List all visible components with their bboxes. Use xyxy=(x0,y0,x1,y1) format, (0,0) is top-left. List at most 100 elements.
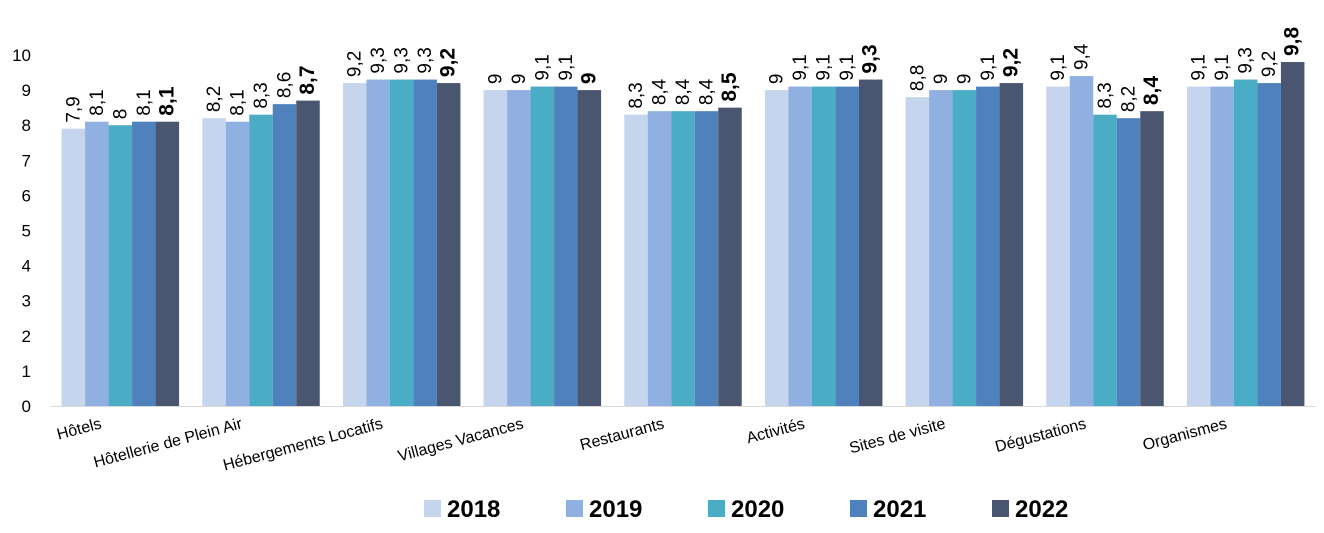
data-label: 9,1 xyxy=(1048,54,1069,80)
x-tick-label: Organismes xyxy=(1141,415,1229,454)
data-label: 9 xyxy=(509,74,530,85)
data-label: 8,3 xyxy=(1095,82,1116,108)
bar xyxy=(718,107,742,407)
legend-swatch xyxy=(566,500,583,517)
data-label: 9 xyxy=(954,74,975,85)
data-label: 9,3 xyxy=(392,47,413,73)
legend-label: 2020 xyxy=(731,496,784,523)
data-label: 8,4 xyxy=(1140,76,1163,106)
data-label: 9,1 xyxy=(837,54,858,80)
bar xyxy=(85,121,109,406)
legend-label: 2021 xyxy=(873,496,926,523)
y-axis: 0 1 2 3 4 5 6 7 8 9 10 xyxy=(12,46,31,416)
bar xyxy=(671,111,695,406)
data-label: 8,8 xyxy=(907,65,928,91)
bar xyxy=(577,90,602,406)
y-tick-label: 4 xyxy=(22,257,31,276)
bar xyxy=(225,121,250,406)
bar xyxy=(296,100,320,406)
bar xyxy=(202,118,226,407)
bar xyxy=(1093,114,1117,407)
bar xyxy=(554,86,578,406)
legend-item: 2020 xyxy=(708,496,784,523)
data-label: 8,1 xyxy=(228,89,249,115)
data-label: 8,4 xyxy=(650,78,671,105)
y-tick-label: 5 xyxy=(22,222,31,241)
legend-swatch xyxy=(992,500,1009,517)
bar xyxy=(366,79,390,406)
bar xyxy=(108,125,133,406)
bar xyxy=(155,121,180,406)
x-tick-label: Hébergements Locatifs xyxy=(221,415,384,474)
legend-item: 2021 xyxy=(850,496,926,523)
y-tick-label: 6 xyxy=(22,186,31,205)
bar xyxy=(1210,86,1234,406)
bar xyxy=(624,114,648,407)
bar xyxy=(530,86,555,406)
data-label: 9,1 xyxy=(1189,54,1210,80)
data-label: 9,3 xyxy=(415,47,436,73)
data-label: 9,3 xyxy=(1236,47,1257,73)
y-tick-label: 9 xyxy=(22,81,31,100)
data-label: 8,6 xyxy=(275,72,296,98)
data-label: 8,4 xyxy=(697,78,718,105)
data-label: 9,1 xyxy=(790,54,811,80)
data-label: 9 xyxy=(485,74,506,85)
bar xyxy=(342,83,367,406)
y-tick-label: 2 xyxy=(22,327,31,346)
bars xyxy=(61,62,1305,407)
data-label: 9,8 xyxy=(1281,27,1304,57)
x-tick-label: Dégustations xyxy=(993,415,1088,456)
legend: 2018 2019 2020 2021 2022 xyxy=(424,496,1068,523)
legend-item: 2019 xyxy=(566,496,642,523)
bar xyxy=(647,111,672,406)
data-label: 8,2 xyxy=(1119,86,1140,112)
data-label: 9,1 xyxy=(978,54,999,80)
legend-item: 2018 xyxy=(424,496,500,523)
legend-item: 2022 xyxy=(992,496,1068,523)
data-label: 8,3 xyxy=(626,82,647,108)
data-label: 8,7 xyxy=(296,65,319,94)
bar xyxy=(905,97,930,407)
data-label: 9,1 xyxy=(556,54,577,80)
x-tick-label: Villages Vacances xyxy=(396,415,525,465)
bar xyxy=(413,79,437,406)
bar xyxy=(999,83,1024,406)
bar xyxy=(788,86,812,406)
data-label: 9 xyxy=(767,74,788,85)
bar xyxy=(61,128,86,406)
x-tick-label: Sites de visite xyxy=(848,415,948,457)
data-label: 8,2 xyxy=(204,86,225,112)
y-tick-label: 8 xyxy=(22,116,31,135)
data-label: 7,9 xyxy=(63,96,84,122)
bar xyxy=(764,90,789,406)
data-label: 9,1 xyxy=(814,54,835,80)
data-label: 9,3 xyxy=(368,47,389,73)
data-label: 8 xyxy=(110,109,131,120)
data-label: 9,2 xyxy=(437,48,460,77)
bar xyxy=(1257,83,1281,406)
bar xyxy=(976,86,1000,406)
bar xyxy=(249,114,273,407)
bar xyxy=(1140,111,1164,406)
legend-swatch xyxy=(850,500,867,517)
bar xyxy=(1046,86,1070,406)
data-labels: 7,9 8,29,298,39 8,8 9,1 9,18,1 8,19,39 8,49,1 9… xyxy=(63,27,1303,123)
y-tick-label: 0 xyxy=(22,397,31,416)
y-tick-label: 3 xyxy=(22,292,31,311)
bar xyxy=(507,90,531,406)
bar xyxy=(952,90,977,406)
bar xyxy=(1280,62,1305,407)
bar xyxy=(272,104,297,406)
bar xyxy=(858,79,883,406)
x-tick-label: Activités xyxy=(745,415,807,447)
bar xyxy=(132,121,156,406)
data-label: 8,1 xyxy=(155,86,178,116)
bar xyxy=(929,90,953,406)
data-label: 8,1 xyxy=(87,89,108,115)
legend-label: 2022 xyxy=(1015,496,1068,523)
y-tick-label: 10 xyxy=(12,46,31,65)
